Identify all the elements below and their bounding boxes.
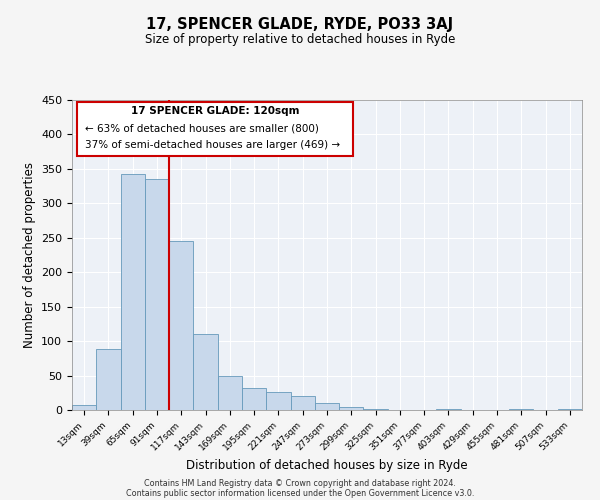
Bar (436, 408, 461, 410)
Bar (72, 405, 96, 410)
Bar (266, 392, 290, 410)
Text: Contains public sector information licensed under the Open Government Licence v3: Contains public sector information licen… (126, 488, 474, 498)
Bar (145, 179, 169, 410)
Bar (218, 376, 242, 410)
Text: 17 SPENCER GLADE: 120sqm: 17 SPENCER GLADE: 120sqm (131, 106, 299, 116)
Text: 37% of semi-detached houses are larger (469) →: 37% of semi-detached houses are larger (… (85, 140, 340, 150)
Text: ← 63% of detached houses are smaller (800): ← 63% of detached houses are smaller (80… (85, 124, 319, 134)
Bar (315, 403, 339, 410)
Bar (169, 240, 193, 410)
Bar (242, 388, 266, 410)
Bar (121, 174, 145, 410)
Text: 17, SPENCER GLADE, RYDE, PO33 3AJ: 17, SPENCER GLADE, RYDE, PO33 3AJ (146, 18, 454, 32)
Y-axis label: Number of detached properties: Number of detached properties (23, 162, 35, 348)
X-axis label: Distribution of detached houses by size in Ryde: Distribution of detached houses by size … (186, 459, 468, 472)
Text: Contains HM Land Registry data © Crown copyright and database right 2024.: Contains HM Land Registry data © Crown c… (144, 478, 456, 488)
Bar (96, 350, 121, 410)
Text: Size of property relative to detached houses in Ryde: Size of property relative to detached ho… (145, 32, 455, 46)
Bar (558, 408, 582, 410)
Bar (290, 396, 315, 410)
Bar (339, 406, 364, 410)
FancyBboxPatch shape (77, 102, 353, 156)
Bar (193, 334, 218, 410)
